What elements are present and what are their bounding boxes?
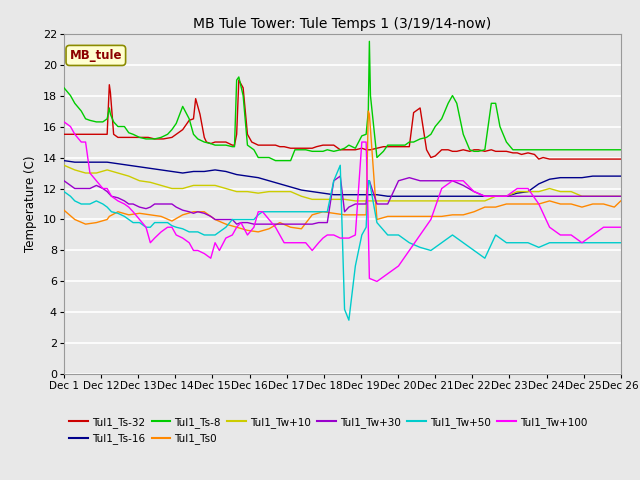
Title: MB Tule Tower: Tule Temps 1 (3/19/14-now): MB Tule Tower: Tule Temps 1 (3/19/14-now… bbox=[193, 17, 492, 31]
Text: MB_tule: MB_tule bbox=[70, 49, 122, 62]
Legend: Tul1_Ts-32, Tul1_Ts-16, Tul1_Ts-8, Tul1_Ts0, Tul1_Tw+10, Tul1_Tw+30, Tul1_Tw+50,: Tul1_Ts-32, Tul1_Ts-16, Tul1_Ts-8, Tul1_… bbox=[69, 417, 588, 444]
Y-axis label: Temperature (C): Temperature (C) bbox=[24, 156, 37, 252]
